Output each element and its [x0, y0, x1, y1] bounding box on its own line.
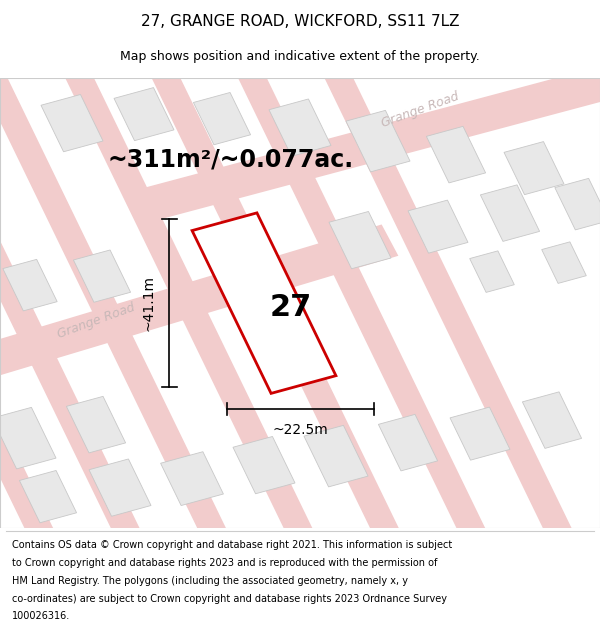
Polygon shape	[269, 99, 331, 156]
Polygon shape	[0, 0, 358, 625]
Polygon shape	[94, 0, 600, 625]
Polygon shape	[19, 471, 77, 522]
Text: Grange Road: Grange Road	[55, 301, 137, 341]
Polygon shape	[450, 407, 510, 460]
Polygon shape	[0, 0, 206, 625]
Text: ~22.5m: ~22.5m	[272, 422, 328, 436]
Polygon shape	[542, 242, 586, 283]
Polygon shape	[329, 211, 391, 269]
Text: ~41.1m: ~41.1m	[142, 275, 155, 331]
Text: co-ordinates) are subject to Crown copyright and database rights 2023 Ordnance S: co-ordinates) are subject to Crown copyr…	[12, 594, 447, 604]
Text: HM Land Registry. The polygons (including the associated geometry, namely x, y: HM Land Registry. The polygons (includin…	[12, 576, 408, 586]
Polygon shape	[304, 426, 368, 487]
Text: Grange Road: Grange Road	[379, 89, 461, 130]
Polygon shape	[427, 126, 485, 183]
Polygon shape	[18, 0, 600, 625]
Polygon shape	[41, 94, 103, 152]
Polygon shape	[0, 0, 508, 625]
Polygon shape	[0, 0, 282, 625]
Polygon shape	[0, 0, 584, 625]
Polygon shape	[504, 142, 564, 194]
Polygon shape	[0, 408, 56, 469]
Polygon shape	[89, 459, 151, 516]
Polygon shape	[233, 436, 295, 494]
Polygon shape	[555, 178, 600, 230]
Polygon shape	[73, 250, 131, 302]
Text: Map shows position and indicative extent of the property.: Map shows position and indicative extent…	[120, 50, 480, 62]
Polygon shape	[114, 88, 174, 141]
Polygon shape	[161, 452, 223, 506]
Polygon shape	[481, 185, 539, 241]
Polygon shape	[379, 414, 437, 471]
Polygon shape	[3, 259, 57, 311]
Text: Contains OS data © Crown copyright and database right 2021. This information is : Contains OS data © Crown copyright and d…	[12, 540, 452, 550]
Polygon shape	[470, 251, 514, 292]
Polygon shape	[193, 92, 251, 145]
Polygon shape	[523, 392, 581, 448]
Polygon shape	[0, 224, 398, 400]
Polygon shape	[192, 213, 336, 393]
Text: 100026316.: 100026316.	[12, 611, 70, 621]
Polygon shape	[0, 0, 433, 625]
Text: 27, GRANGE ROAD, WICKFORD, SS11 7LZ: 27, GRANGE ROAD, WICKFORD, SS11 7LZ	[141, 14, 459, 29]
Polygon shape	[408, 200, 468, 253]
Polygon shape	[67, 396, 125, 453]
Text: 27: 27	[270, 293, 312, 322]
Text: ~311m²/~0.077ac.: ~311m²/~0.077ac.	[108, 147, 354, 171]
Polygon shape	[142, 44, 600, 220]
Polygon shape	[346, 111, 410, 172]
Text: to Crown copyright and database rights 2023 and is reproduced with the permissio: to Crown copyright and database rights 2…	[12, 558, 437, 568]
